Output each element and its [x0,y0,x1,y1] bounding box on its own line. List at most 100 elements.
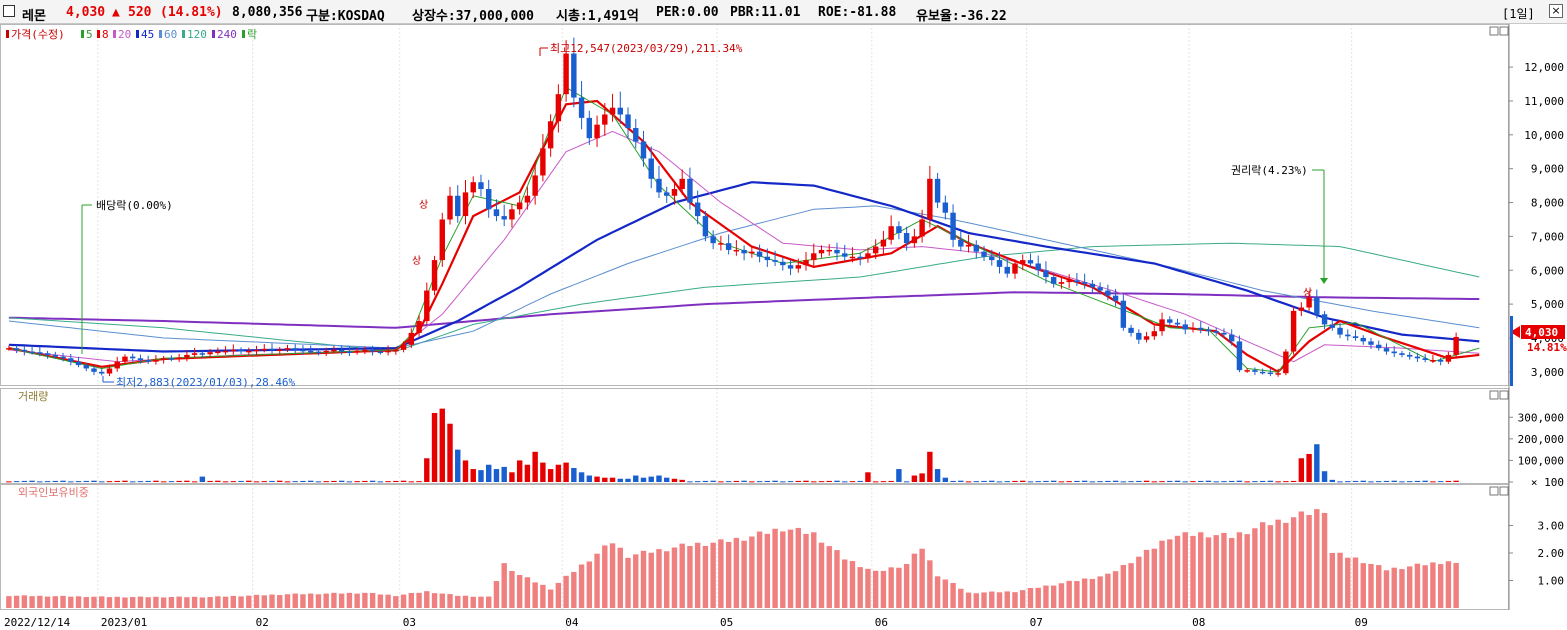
candle-body [400,344,407,350]
candle-body [222,350,229,353]
candle-body [532,175,538,196]
foreign-ratio-bar [1035,587,1041,608]
x-tick-label: 2023/01 [101,616,147,629]
candle-body [1422,358,1428,360]
foreign-ratio-bar [547,589,554,608]
legend-item: 8 [102,28,109,41]
last-pct-label: 14.81% [1527,341,1567,354]
volume-bar [99,481,105,483]
volume-tick-label: 200,000 [1518,433,1564,446]
candle-body [377,351,384,354]
volume-bar [934,469,941,482]
select-checkbox[interactable] [3,5,15,17]
volume-bar [903,481,910,483]
foreign-ratio-bar [602,545,608,608]
foreign-ratio-bar [114,596,120,608]
foreign-ratio-bar [1058,583,1065,608]
foreign-ratio-bar [934,576,941,608]
candle-body [1174,322,1181,325]
ma-120-line [8,242,1480,353]
stock-chart: 3,0004,0005,0006,0007,0008,0009,00010,00… [0,24,1567,629]
volume-bar [215,480,221,482]
candle-body [718,243,724,245]
volume-bar [795,480,801,482]
foreign-ratio-bar [1012,592,1018,608]
candle-body [238,349,244,352]
candle-body [246,350,252,353]
volume-bar [122,480,128,482]
foreign-ratio-bar [1314,509,1320,608]
foreign-ratio-bar [246,595,252,608]
candle-body [493,209,500,217]
stock-name[interactable]: 레몬 [22,9,46,24]
volume-bar [1050,480,1057,482]
foreign-ratio-bar [1422,565,1428,608]
volume-bar [780,481,786,483]
foreign-ratio-bar [1020,590,1026,608]
rights-annotation: 권리락(4.23%) [1231,164,1328,284]
foreign-ratio-bar [377,594,384,608]
foreign-ratio-bar [13,595,20,608]
volume-bar [571,467,577,482]
volume-bar [563,462,569,482]
foreign-ratio-bar [694,542,701,608]
candle-body [586,117,593,139]
candle-body [338,349,345,352]
foreign-ratio-bar [826,546,832,608]
candle-body [989,256,995,261]
candle-body [1337,327,1343,335]
candle-body [21,349,28,352]
foreign-ratio-bar [989,591,995,608]
high-label: 최고12,547(2023/03/29),211.34% [550,42,743,55]
close-icon[interactable]: × [1549,4,1563,18]
volume-bar [1020,480,1026,482]
foreign-ratio-bar [640,550,647,608]
volume-bar [424,458,430,482]
candle-body [1221,332,1227,335]
foreign-ratio-bar [578,564,585,608]
x-tick-label: 2022/12/14 [4,616,71,629]
x-tick-label: 05 [720,616,733,629]
candle-body [1244,370,1250,372]
volume-bar [292,481,298,483]
price-change-pct: (14.81%) [160,5,223,20]
foreign-ratio-bar [68,596,74,608]
foreign-ratio-bar [253,594,260,608]
foreign-ratio-bar [710,542,716,608]
candle-body [578,97,585,118]
period-selector[interactable]: [1일] [1502,7,1535,21]
candle-body [1352,336,1359,338]
limit-up-mark: 상 [1303,287,1312,299]
candle-body [1267,372,1274,375]
foreign-ratio-bar [230,595,237,608]
volume-bar [648,476,654,482]
x-tick-label: 04 [565,616,579,629]
foreign-ratio-bar [176,596,182,608]
candle-body [865,253,871,259]
candle-body [501,216,507,220]
candle-body [981,251,987,257]
candle-body [369,349,376,352]
candle-body [424,290,430,322]
foreign-ratio-bar [679,543,685,608]
up-arrow-icon: ▲ [112,5,120,20]
volume-bar [1290,480,1297,482]
candle-body [160,358,167,360]
moving-average-lines [8,86,1480,374]
candle-body [1167,319,1173,323]
candle-body [911,236,918,244]
foreign-ratio-bar [1453,562,1459,608]
candle-body [702,216,709,237]
price-tick-label: 3,000 [1531,366,1564,379]
volume-bar [1453,480,1459,482]
volume-bar [741,480,747,482]
foreign-ratio-bar [1406,566,1413,608]
x-tick-label: 09 [1355,616,1368,629]
legend-item: 240 [217,28,237,41]
volume-bar [1399,481,1405,483]
volume-bar [710,480,716,482]
foreign-ratio-bar [1221,532,1227,608]
candle-body [633,128,639,142]
volume-bar [1120,481,1127,483]
volume-bar [888,480,894,482]
